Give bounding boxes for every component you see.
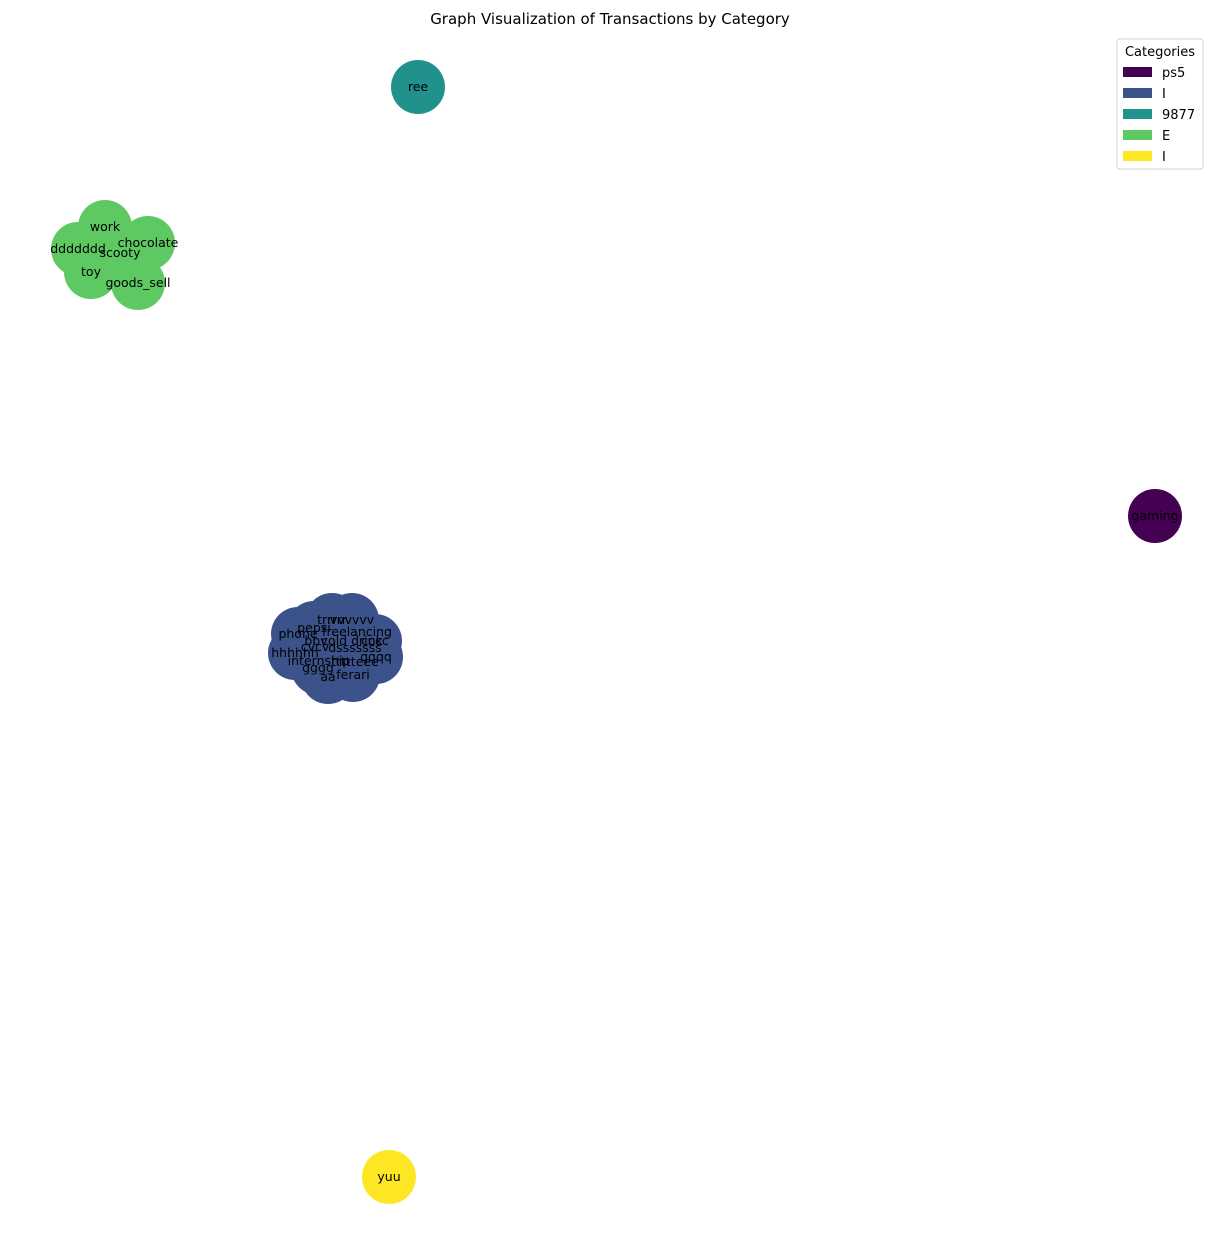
legend-swatch [1123,67,1152,77]
legend-swatch [1123,88,1152,98]
legend-label: 9877 [1162,108,1195,123]
node-label: aa [320,669,335,684]
node-label: cccc [361,633,389,648]
nodes-layer [51,60,1182,1204]
node-label: cvcv [301,639,330,654]
legend-label: E [1162,129,1170,144]
legend-item: 9877 [1123,108,1195,123]
legend-item: ps5 [1123,66,1185,81]
legend-item: I [1123,87,1166,102]
node-label: ferari [336,667,370,682]
legend-label: ps5 [1162,66,1185,81]
node-label: gggg [302,660,334,675]
chart-title: Graph Visualization of Transactions by C… [430,10,790,28]
node-label: qqqq [360,649,392,664]
legend-swatch [1123,109,1152,119]
node-label: goods_sell [105,275,170,290]
graph-node [64,245,118,299]
node-label: vvvvvv [330,612,375,627]
graph-node [362,1150,416,1204]
node-label: freelancing [322,624,392,639]
node-label: internship [288,653,351,668]
node-label: ree [408,79,429,94]
graph-node [111,256,165,310]
legend-label: I [1162,150,1166,165]
node-label: work [90,219,121,234]
node-label: yuu [377,1169,400,1184]
legend-swatch [1123,151,1152,161]
legend-label: I [1162,87,1166,102]
node-label: trrrrr [317,612,348,627]
node-label: cold drink [321,633,383,648]
node-label: gaming [1131,508,1178,523]
legend-item: I [1123,150,1166,165]
graph-node [391,60,445,114]
graph-node [326,648,380,702]
legend-title: Categories [1125,45,1195,60]
node-label: dsssssss [328,640,382,655]
node-label: scooty [100,245,142,260]
node-label: ttttteee [331,654,379,669]
node-label: bbv [304,633,328,648]
graph-node [1128,489,1182,543]
node-label: ddddddd [50,241,106,256]
node-label: phone [278,626,317,641]
legend-swatch [1123,130,1152,140]
node-label: pepsi [297,620,331,635]
node-label: chocolate [118,235,179,250]
node-label: toy [81,264,102,279]
node-label: hhhhhh [271,645,319,660]
legend-item: E [1123,129,1170,144]
